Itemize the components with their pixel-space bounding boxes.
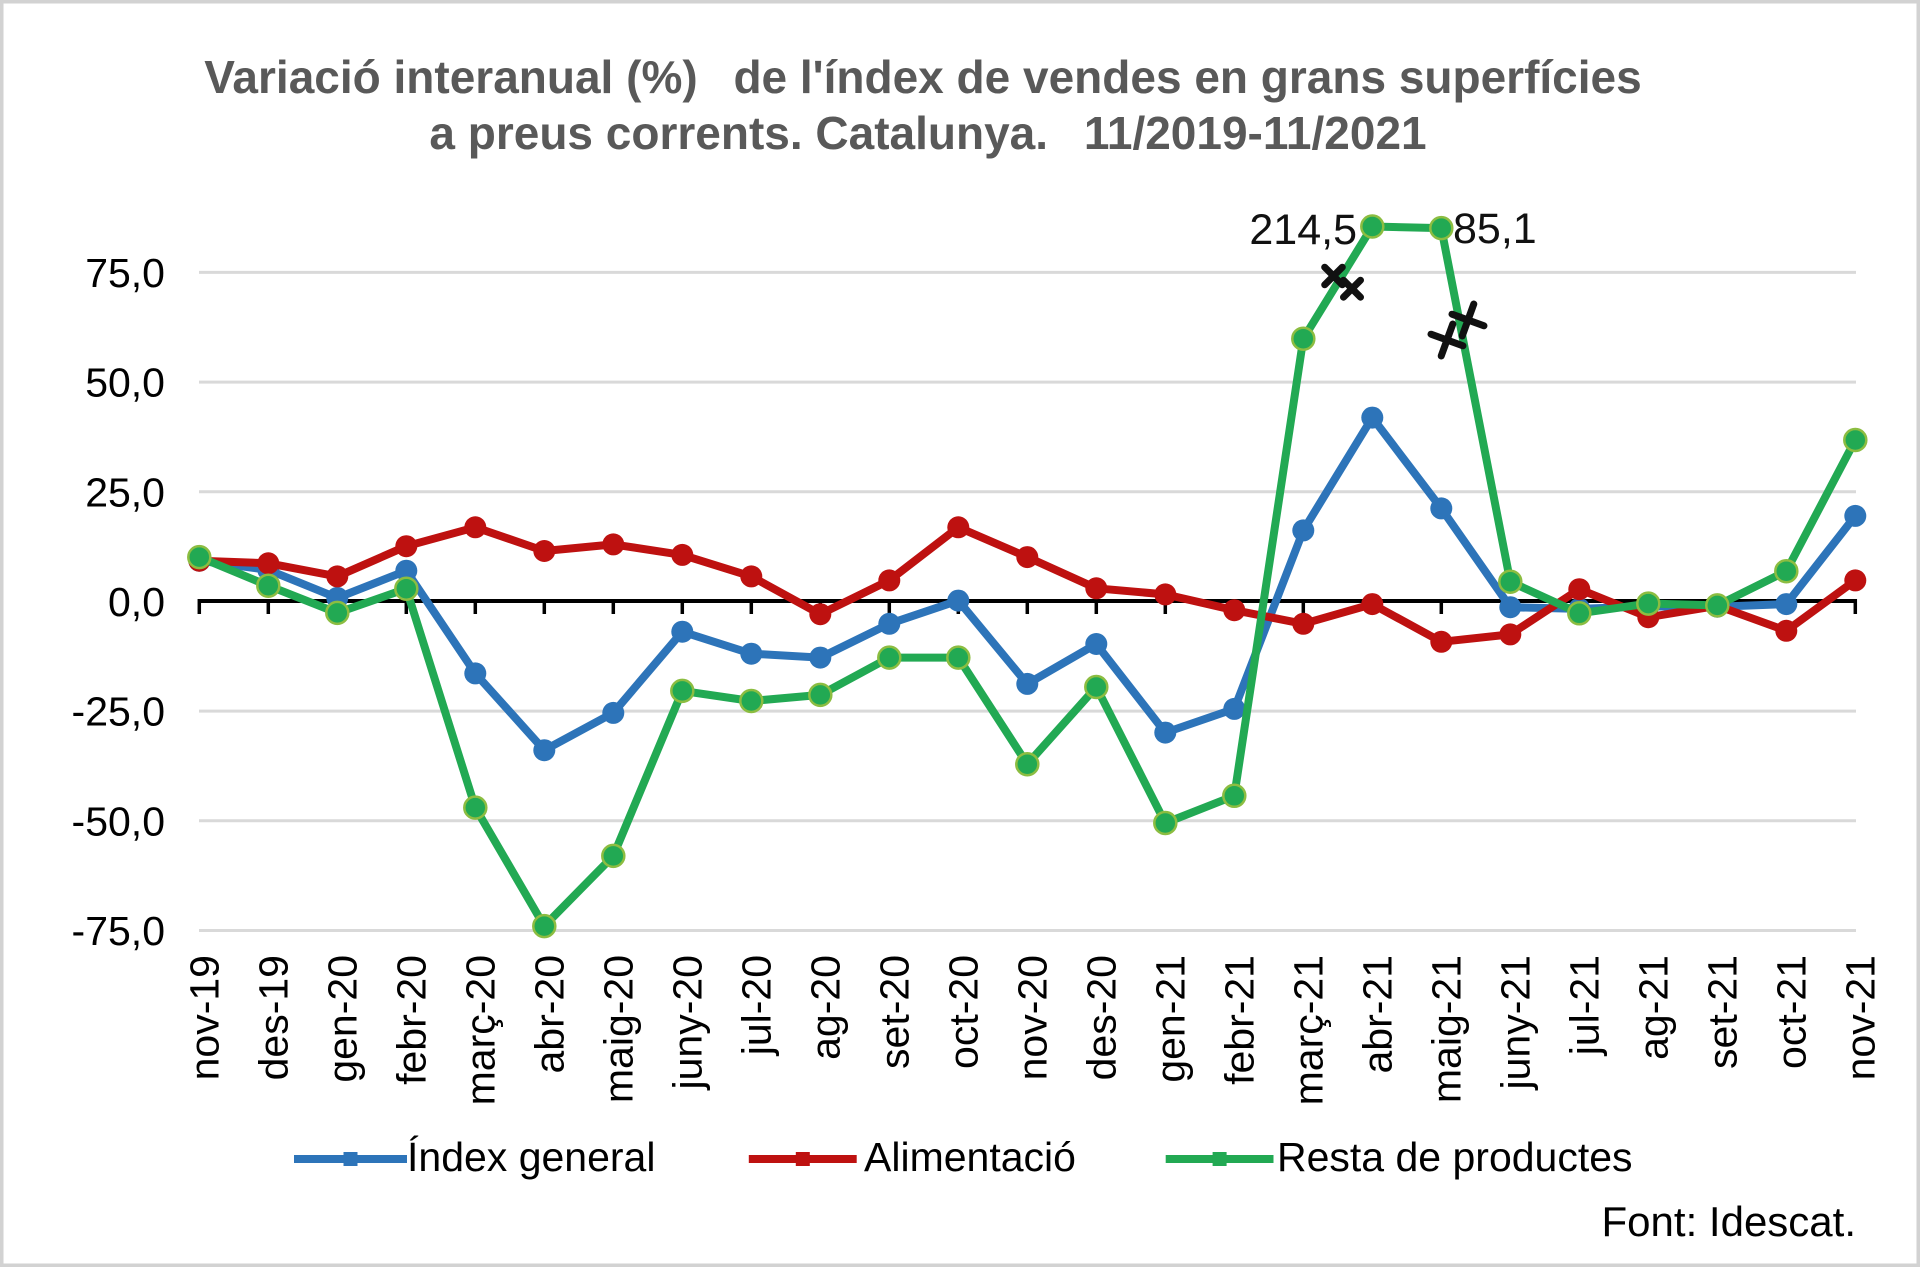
- svg-text:maig-20: maig-20: [595, 955, 641, 1103]
- svg-text:febr-21: febr-21: [1216, 955, 1262, 1085]
- svg-text:-75,0: -75,0: [72, 908, 165, 954]
- svg-text:0,0: 0,0: [108, 579, 165, 625]
- svg-text:214,5: 214,5: [1249, 206, 1357, 254]
- svg-text:50,0: 50,0: [85, 360, 165, 406]
- svg-text:85,1: 85,1: [1453, 205, 1537, 253]
- svg-text:Resta de productes: Resta de productes: [1277, 1134, 1633, 1180]
- svg-text:nov-20: nov-20: [1009, 955, 1055, 1080]
- svg-text:des-19: des-19: [250, 955, 296, 1080]
- svg-text:Variació interanual (%) de l': Variació interanual (%) de l'índex de ve…: [204, 51, 1641, 103]
- svg-text:oct-20: oct-20: [940, 955, 986, 1069]
- svg-text:març-20: març-20: [457, 955, 503, 1105]
- svg-text:abr-21: abr-21: [1354, 955, 1400, 1074]
- svg-text:ag-21: ag-21: [1630, 955, 1676, 1060]
- svg-text:set-21: set-21: [1699, 955, 1745, 1069]
- svg-text:abr-20: abr-20: [526, 955, 572, 1074]
- svg-text:març-21: març-21: [1285, 955, 1331, 1105]
- svg-text:75,0: 75,0: [85, 250, 165, 296]
- svg-text:-50,0: -50,0: [72, 798, 165, 844]
- svg-text:Font: Idescat.: Font: Idescat.: [1602, 1198, 1856, 1245]
- svg-text:25,0: 25,0: [85, 469, 165, 515]
- svg-text:gen-21: gen-21: [1147, 955, 1193, 1083]
- svg-text:Alimentació: Alimentació: [864, 1134, 1076, 1180]
- svg-text:maig-21: maig-21: [1423, 955, 1469, 1103]
- svg-text:des-20: des-20: [1078, 955, 1124, 1080]
- svg-text:jul-20: jul-20: [733, 955, 779, 1056]
- svg-text:set-20: set-20: [871, 955, 917, 1069]
- svg-text:-25,0: -25,0: [72, 689, 165, 735]
- svg-text:juny-20: juny-20: [664, 955, 710, 1090]
- svg-text:jul-21: jul-21: [1561, 955, 1607, 1056]
- svg-text:oct-21: oct-21: [1768, 955, 1814, 1069]
- svg-text:ag-20: ag-20: [802, 955, 848, 1060]
- svg-text:febr-20: febr-20: [388, 955, 434, 1085]
- svg-text:gen-20: gen-20: [319, 955, 365, 1083]
- svg-text:juny-21: juny-21: [1492, 955, 1538, 1090]
- svg-text:a preus corrents. Catalunya.: a preus corrents. Catalunya. 11/2019-11/…: [429, 107, 1426, 159]
- svg-text:nov-19: nov-19: [181, 955, 227, 1080]
- svg-text:nov-21: nov-21: [1837, 955, 1883, 1080]
- svg-text:Índex general: Índex general: [407, 1134, 655, 1180]
